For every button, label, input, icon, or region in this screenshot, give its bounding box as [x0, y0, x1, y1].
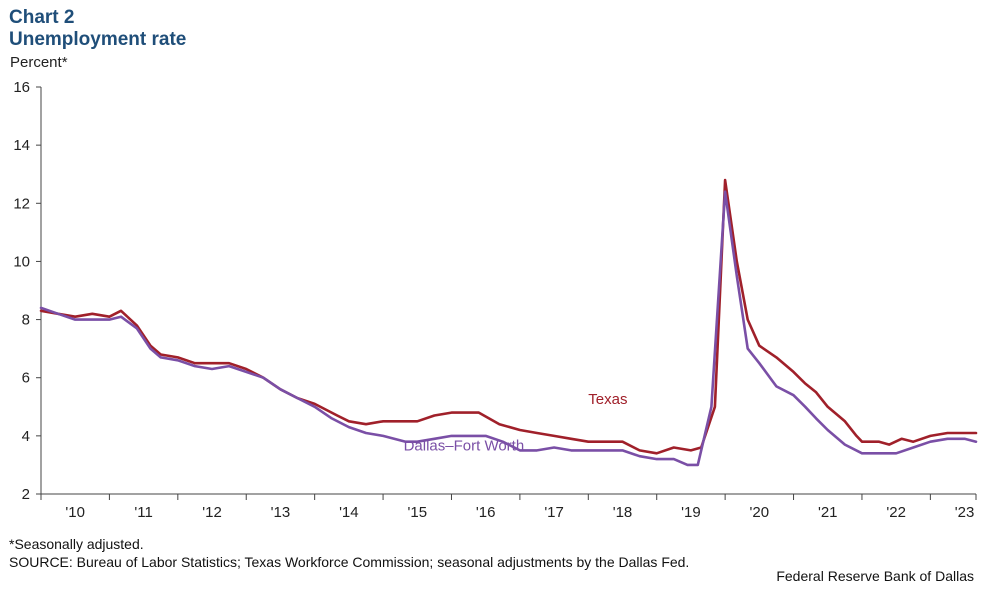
- x-tick-label: '20: [750, 504, 770, 521]
- x-tick-label: '19: [681, 504, 701, 521]
- series-label: Dallas–Fort Worth: [404, 437, 525, 454]
- x-tick-label: '22: [886, 504, 906, 521]
- y-tick-label: 6: [22, 370, 30, 387]
- x-tick-label: '10: [65, 504, 85, 521]
- series-line-texas: [39, 178, 978, 455]
- y-tick-label: 8: [22, 312, 30, 329]
- source-note: SOURCE: Bureau of Labor Statistics; Texa…: [9, 554, 690, 570]
- y-tick-label: 12: [13, 195, 30, 212]
- credit-line: Federal Reserve Bank of Dallas: [776, 568, 974, 584]
- series-label: Texas: [588, 391, 627, 408]
- chart-label: Chart 2: [9, 7, 75, 28]
- y-tick-label: 2: [22, 486, 30, 503]
- y-axis: 2 4 6 8 10 12 14 16: [13, 79, 42, 503]
- y-tick-label: 14: [13, 137, 30, 154]
- x-tick-label: '18: [613, 504, 633, 521]
- x-axis: '10 '11 '12 '13 '14 '15 '16 '17 '18 '19 '20 '21 '22 '…: [40, 493, 977, 521]
- x-tick-label: '12: [202, 504, 222, 521]
- footnote: *Seasonally adjusted.: [9, 536, 144, 552]
- x-tick-label: '16: [476, 504, 496, 521]
- x-tick-label: '17: [544, 504, 564, 521]
- y-axis-unit-label: Percent*: [10, 54, 68, 71]
- x-tick-label: '23: [955, 504, 975, 521]
- y-tick-label: 10: [13, 253, 30, 270]
- series-line-dallas-fort-worth: [39, 190, 978, 467]
- x-tick-label: '21: [818, 504, 838, 521]
- x-tick-label: '11: [134, 504, 152, 521]
- x-tick-label: '14: [339, 504, 359, 521]
- annotations: Texas Dallas–Fort Worth: [404, 391, 628, 455]
- x-tick-label: '13: [271, 504, 291, 521]
- series-layer: [39, 178, 978, 467]
- x-tick-label: '15: [407, 504, 427, 521]
- y-tick-label: 4: [22, 428, 30, 445]
- y-tick-label: 16: [13, 79, 30, 96]
- chart-title: Unemployment rate: [9, 29, 187, 50]
